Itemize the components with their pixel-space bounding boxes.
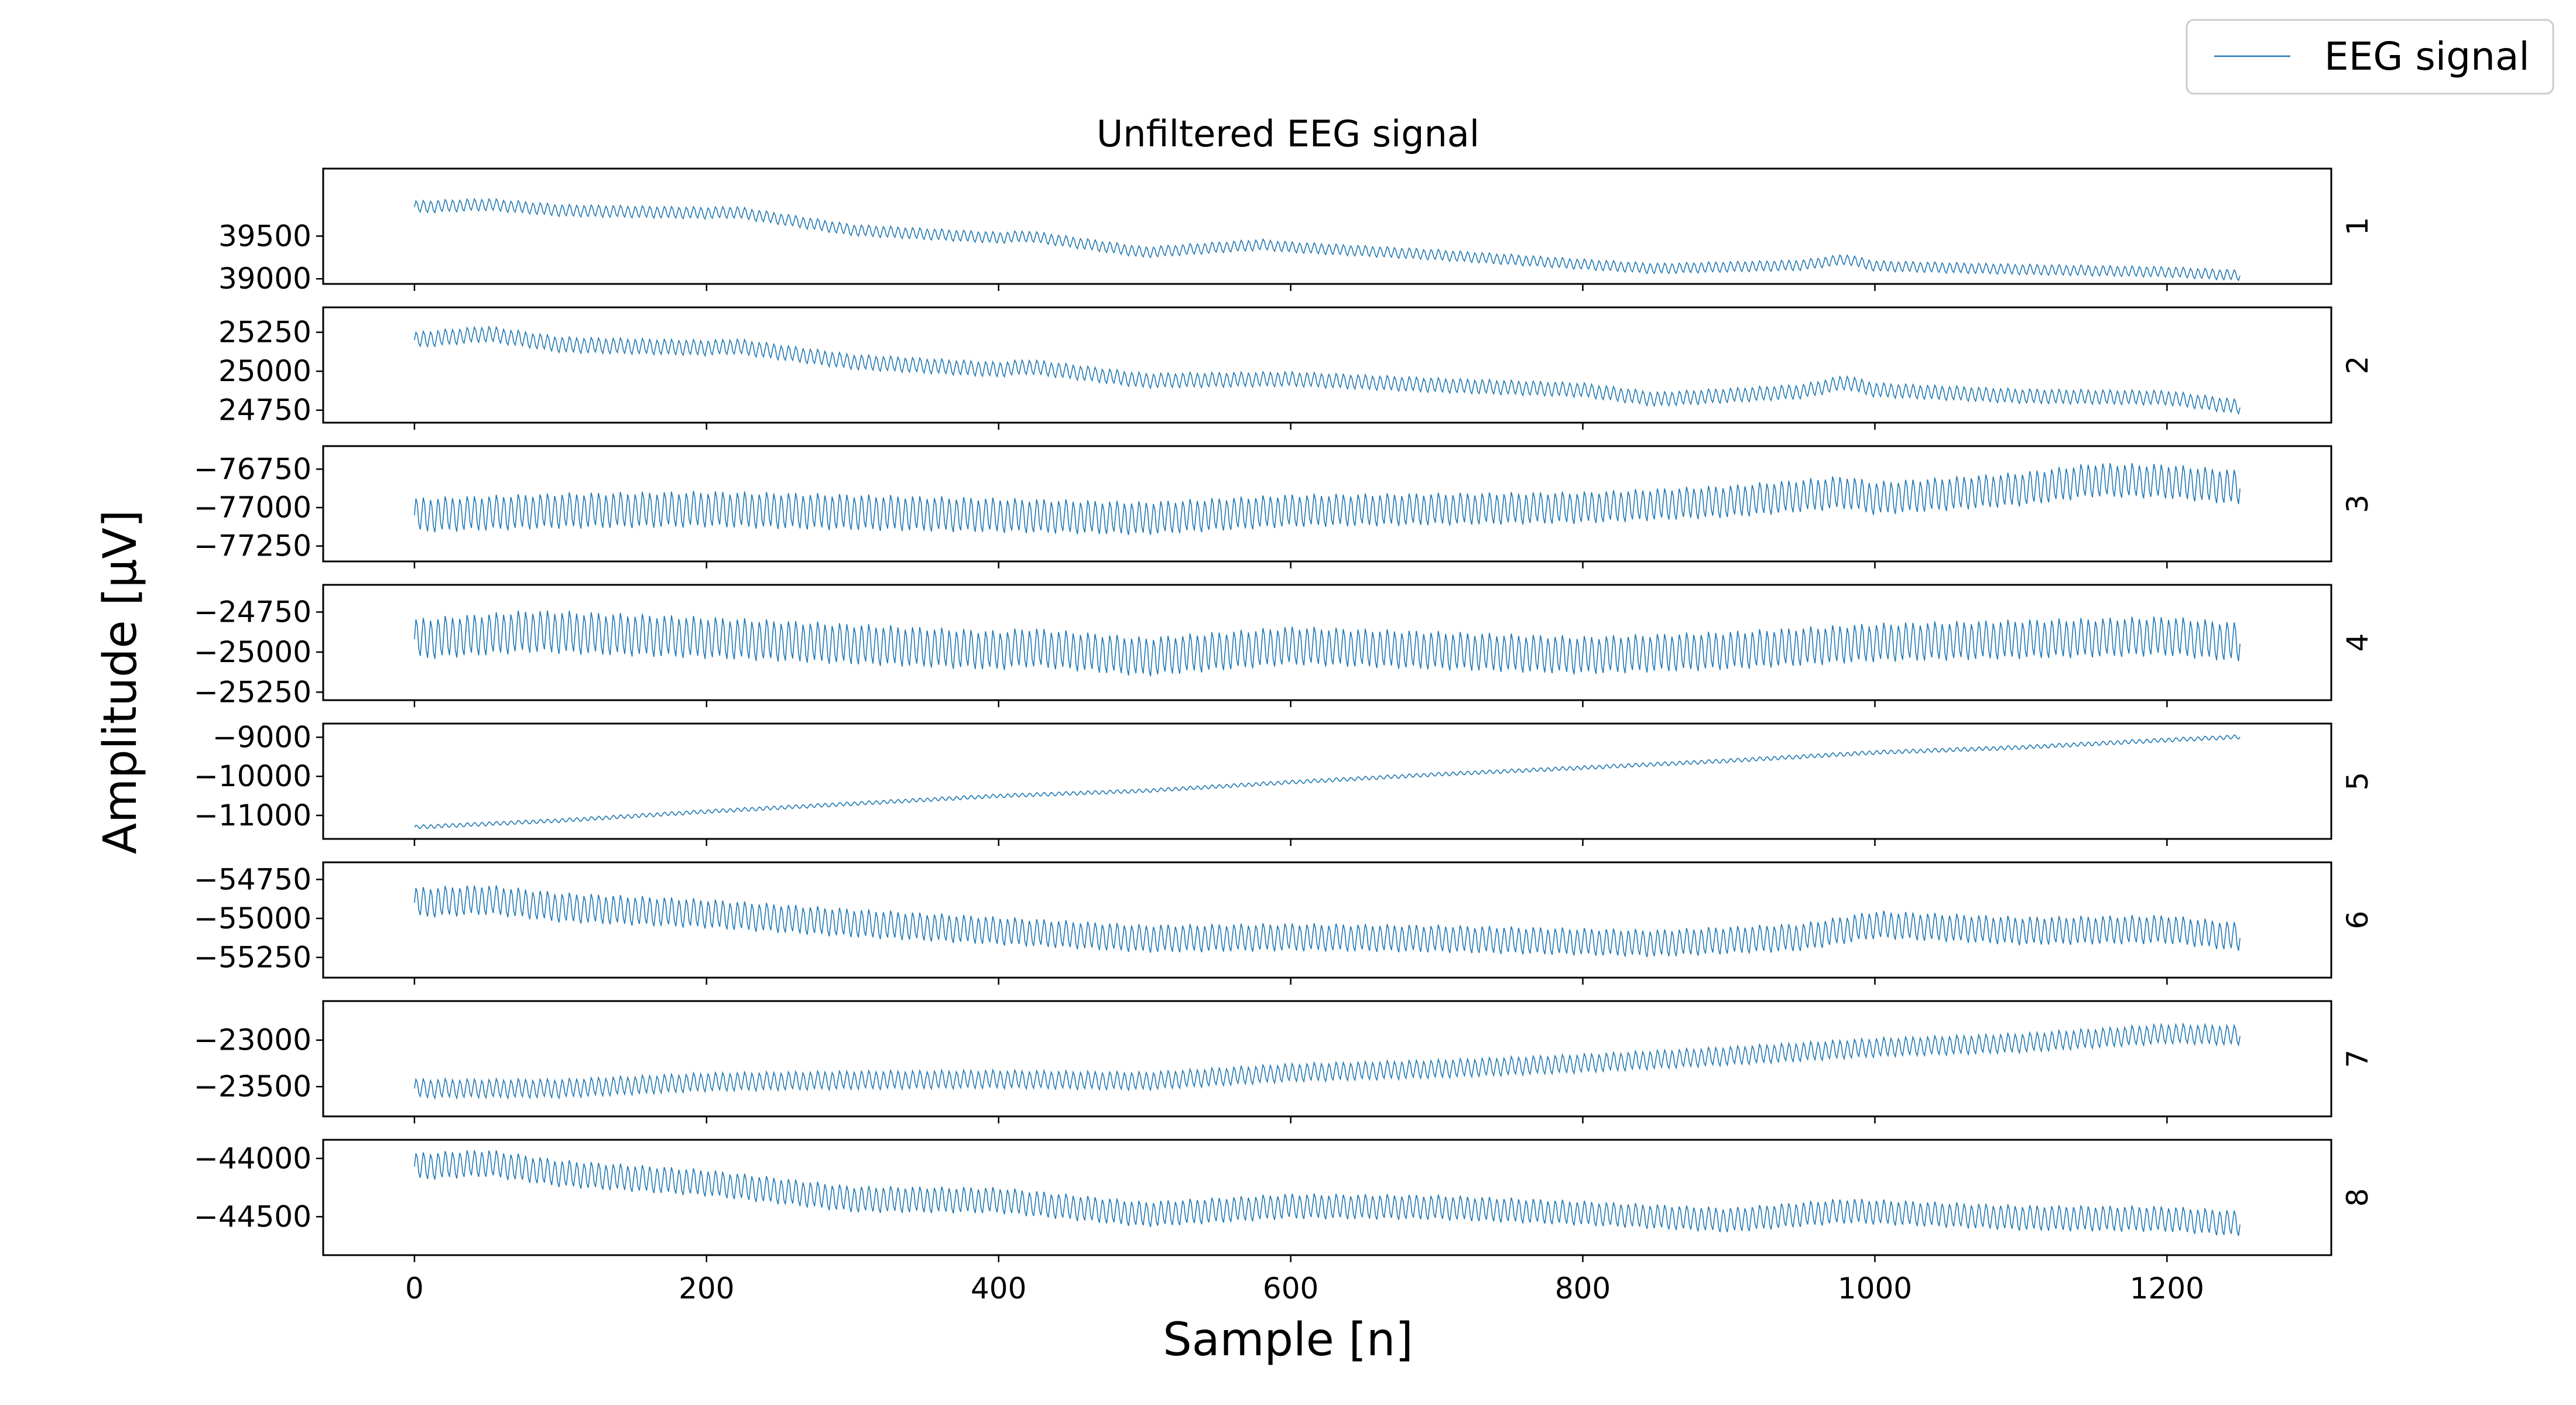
channel-label: 3 [2341, 495, 2375, 513]
x-tick-label: 1000 [1838, 1272, 1912, 1305]
y-tick-label: −23500 [194, 1070, 311, 1104]
legend-label: EEG signal [2324, 34, 2530, 79]
channel-panel-3: −76750 −77000 −77250 3 [194, 445, 2375, 568]
y-tick-label: −25000 [194, 635, 311, 669]
channel-label: 1 [2341, 217, 2375, 236]
channel-label: 5 [2341, 772, 2375, 791]
legend-box [2186, 19, 2554, 95]
panel-frame [322, 1139, 2332, 1256]
channel-label: 6 [2341, 911, 2375, 930]
channel-label: 2 [2341, 356, 2375, 375]
x-tick-label: 800 [1555, 1272, 1611, 1305]
y-tick-label: −54750 [194, 862, 311, 896]
y-tick-label: −76750 [194, 452, 311, 486]
signal-line-channel-1 [414, 197, 2241, 282]
y-tick-label: −25250 [194, 675, 311, 709]
y-tick-label: −23000 [194, 1023, 311, 1057]
x-tick-label: 0 [405, 1272, 424, 1305]
y-axis-label: Amplitude [μV] [94, 510, 147, 854]
channel-label: 4 [2341, 633, 2375, 652]
signal-line-channel-6 [414, 885, 2241, 958]
channel-panel-4: −24750 −25000 −25250 4 [194, 584, 2375, 709]
channel-panel-7: −23000 −23500 7 [194, 1000, 2375, 1123]
x-tick-label: 400 [971, 1272, 1026, 1305]
x-tick-label: 600 [1263, 1272, 1318, 1305]
channel-panel-2: 24750 25000 25250 2 [218, 306, 2375, 430]
y-tick-label: −77000 [194, 491, 311, 525]
y-tick-label: −55250 [194, 940, 311, 974]
channel-label: 7 [2341, 1050, 2375, 1068]
signal-line-channel-3 [414, 463, 2241, 536]
y-tick-label: −44000 [194, 1142, 311, 1176]
y-tick-label: 25250 [218, 316, 311, 349]
y-tick-label: −10000 [194, 759, 311, 793]
y-tick-label: −11000 [194, 799, 311, 832]
x-axis-label: Sample [n] [1163, 1314, 1413, 1366]
channel-label: 8 [2341, 1188, 2375, 1207]
panel-frame [322, 861, 2332, 979]
y-tick-label: −55000 [194, 902, 311, 935]
y-tick-label: 25000 [218, 354, 311, 388]
y-tick-label: 39500 [218, 219, 311, 253]
y-tick-label: 39000 [218, 262, 311, 296]
chart-title: Unfiltered EEG signal [1097, 112, 1479, 155]
y-tick-label: −44500 [194, 1200, 311, 1233]
panel-frame [322, 306, 2332, 424]
x-tick-label: 1200 [2130, 1272, 2204, 1305]
y-tick-label: −77250 [194, 529, 311, 563]
channel-panel-8: −44000 −44500 8 [194, 1139, 2375, 1262]
legend: EEG signal [2186, 19, 2554, 95]
panel-frame [322, 1000, 2332, 1118]
panel-frame [322, 167, 2332, 285]
signal-line-channel-5 [414, 734, 2241, 830]
y-tick-label: −24750 [194, 595, 311, 629]
channel-panel-1: 39000 39500 1 [218, 167, 2375, 296]
signal-line-channel-7 [414, 1022, 2241, 1100]
y-tick-label: −9000 [213, 720, 311, 754]
x-tick-label: 200 [679, 1272, 734, 1305]
panel-frame [322, 584, 2332, 701]
y-tick-label: 24750 [218, 393, 311, 427]
panel-frame [322, 445, 2332, 563]
signal-line-channel-2 [414, 325, 2241, 416]
panel-frame [322, 722, 2332, 840]
signal-line-channel-4 [414, 610, 2241, 677]
signal-line-channel-8 [414, 1150, 2241, 1236]
channel-panel-6: −54750 −55000 −55250 6 [194, 861, 2375, 985]
channel-panel-5: −9000 −10000 −11000 5 [194, 720, 2375, 846]
